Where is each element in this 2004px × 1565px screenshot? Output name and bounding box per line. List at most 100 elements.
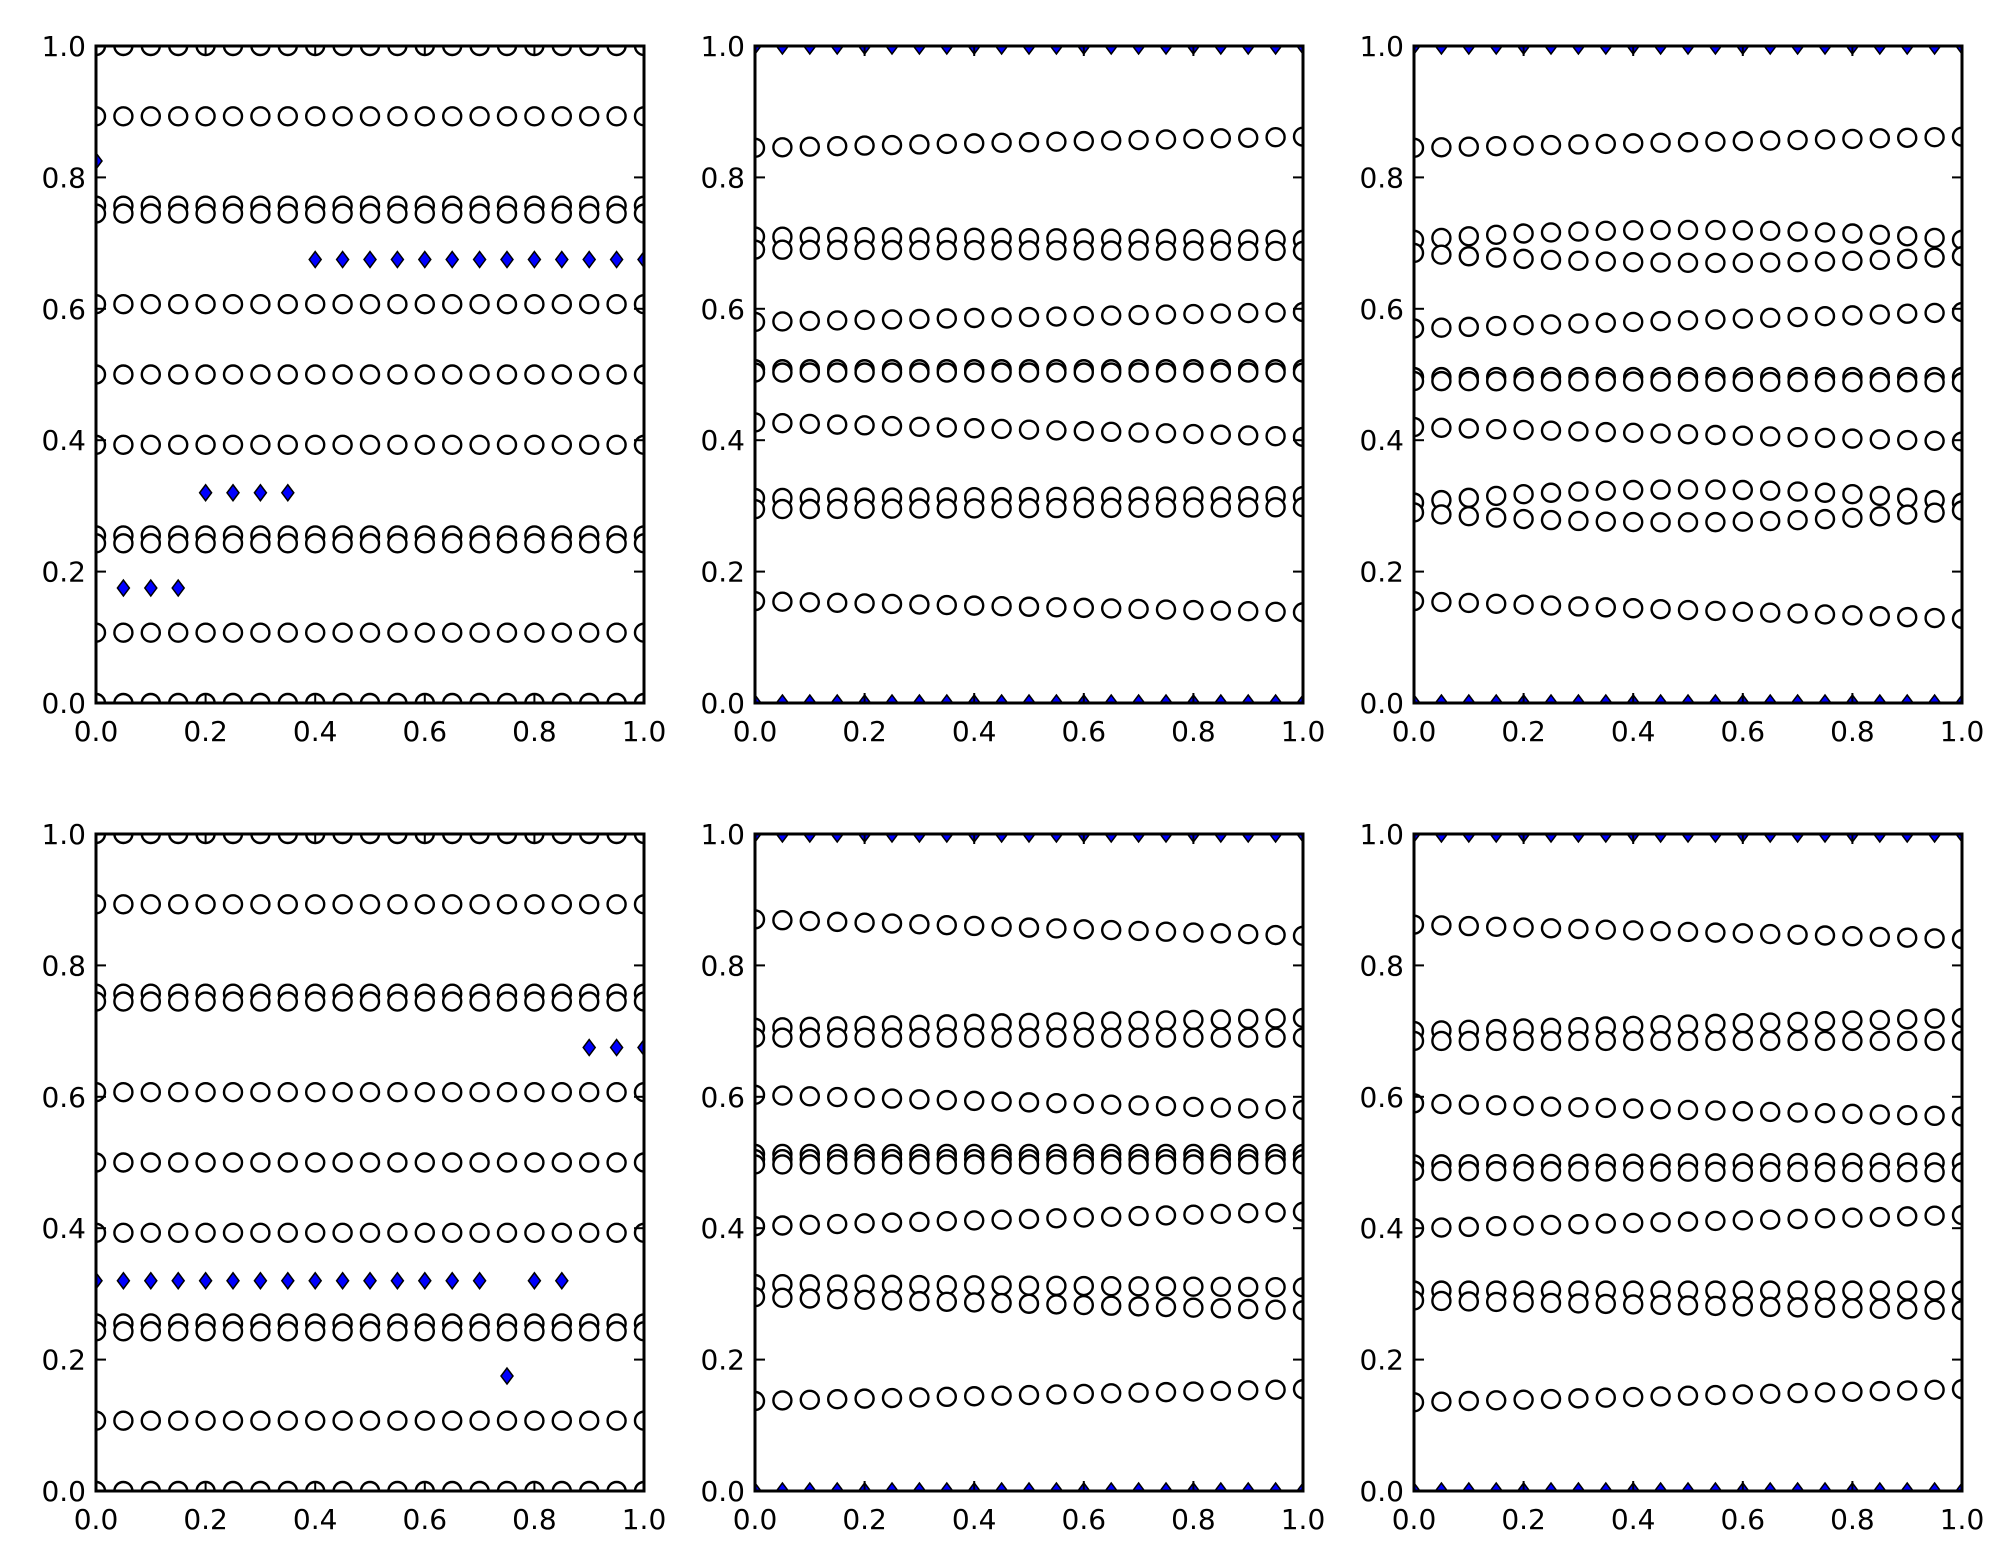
diamond-point: [1653, 46, 1668, 56]
circle-point: [1540, 371, 1562, 392]
circle-point: [359, 106, 381, 127]
circle-point: [964, 1210, 985, 1231]
circle-point: [991, 595, 1012, 617]
circle-point: [964, 239, 985, 261]
circle-point: [1759, 1161, 1781, 1183]
circle-point: [469, 434, 490, 455]
circle-point: [1155, 921, 1177, 942]
circle-point: [1842, 1161, 1863, 1183]
y-tick-label: 1.0: [41, 818, 86, 851]
circle-point: [469, 1152, 490, 1173]
circle-point: [1431, 1290, 1452, 1312]
circle-point: [442, 1480, 463, 1491]
circle-point: [1732, 1296, 1754, 1317]
circle-point: [1787, 129, 1808, 151]
diamond-point: [885, 46, 899, 56]
circle-point: [1540, 1388, 1562, 1410]
diamond-point: [1927, 46, 1942, 56]
circle-point: [1924, 607, 1945, 629]
circle-point: [964, 133, 985, 154]
circle-point: [1705, 600, 1726, 622]
circle-point: [1650, 310, 1671, 332]
x-tick-label: 0.4: [293, 715, 338, 748]
circle-point: [414, 434, 435, 455]
circle-point: [1431, 591, 1452, 613]
circle-point: [305, 294, 326, 315]
x-tick-label: 0.6: [403, 715, 448, 748]
circle-point: [414, 364, 435, 385]
circle-point: [277, 1152, 298, 1173]
circle-point: [1595, 421, 1617, 443]
circle-point: [1732, 1013, 1754, 1034]
circle-point: [167, 622, 189, 643]
circle-point: [1951, 608, 1962, 630]
circle-point: [633, 1410, 644, 1431]
circle-point: [633, 692, 644, 703]
circle-point: [551, 364, 572, 385]
diamond-point: [830, 834, 845, 844]
diamond-point: [830, 693, 845, 703]
circle-point: [1568, 596, 1589, 617]
circle-point: [96, 991, 107, 1012]
circle-point: [1046, 1384, 1067, 1405]
circle-point: [1677, 599, 1699, 621]
diamond-point: [1049, 1481, 1064, 1491]
circle-point: [1155, 240, 1177, 261]
circle-point: [964, 915, 985, 937]
circle-point: [305, 991, 326, 1012]
circle-point: [1650, 1212, 1671, 1233]
circle-point: [1595, 1161, 1617, 1182]
circle-point: [250, 203, 271, 224]
circle-point: [305, 434, 326, 455]
circle-point: [1046, 1294, 1067, 1315]
circle-point: [1568, 1097, 1589, 1118]
circle-point: [250, 364, 271, 385]
circle-point: [1485, 593, 1507, 615]
circle-point: [1732, 601, 1754, 623]
circle-point: [1414, 1030, 1425, 1052]
diamond-point: [143, 578, 158, 598]
circle-point: [1622, 371, 1644, 392]
circle-point: [881, 309, 903, 330]
circle-point: [799, 310, 820, 332]
circle-point: [1842, 1298, 1863, 1319]
circle-point: [1705, 922, 1726, 943]
x-tick-label: 0.6: [1721, 1503, 1766, 1536]
circle-point: [1595, 1097, 1617, 1119]
circle-point: [1814, 251, 1836, 272]
circle-point: [496, 1152, 518, 1173]
circle-point: [387, 1082, 408, 1103]
circle-point: [442, 46, 463, 57]
circle-point: [1431, 1160, 1452, 1182]
diamond-point: [1434, 834, 1449, 844]
circle-point: [1183, 1027, 1204, 1048]
circle-point: [1431, 370, 1452, 392]
circle-point: [1018, 132, 1040, 153]
x-tick-label: 0.6: [403, 1503, 448, 1536]
circle-point: [167, 1222, 189, 1243]
diamond-point: [1241, 1481, 1256, 1491]
circle-point: [1732, 1161, 1754, 1183]
circle-point: [551, 434, 572, 455]
circle-point: [524, 294, 545, 315]
circle-point: [1431, 1030, 1452, 1052]
circle-point: [1814, 1030, 1836, 1052]
circle-point: [1650, 132, 1671, 154]
circle-point: [442, 991, 463, 1012]
circle-point: [1128, 129, 1149, 151]
circle-point: [964, 418, 985, 439]
circle-point: [551, 1410, 572, 1431]
circle-point: [1265, 1027, 1286, 1048]
circle-point: [936, 498, 957, 519]
circle-point: [1210, 1009, 1232, 1030]
circle-point: [1414, 1290, 1425, 1311]
circle-point: [964, 1090, 985, 1112]
circle-point: [854, 135, 875, 156]
diamond-point: [912, 1481, 927, 1491]
circle-point: [222, 203, 244, 224]
circle-point: [113, 894, 134, 915]
circle-point: [496, 46, 518, 57]
x-tick-label: 0.8: [512, 715, 557, 748]
circle-point: [1759, 130, 1781, 151]
circle-point: [633, 533, 644, 554]
